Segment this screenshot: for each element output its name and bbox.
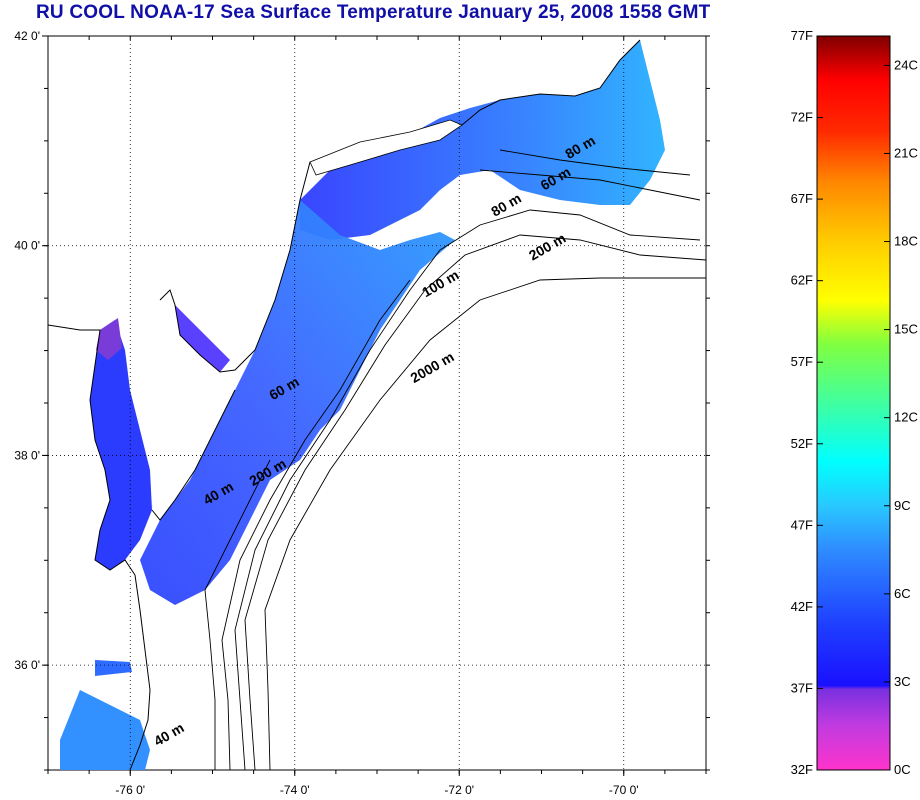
colorbar-gradient: [816, 35, 891, 771]
sst-new-england-shelf: [300, 40, 665, 240]
sst-mid-atlantic-shelf: [140, 200, 455, 605]
sst-delaware-bay: [175, 305, 230, 372]
axis-ticks: -76 0' -74 0' -72 0' -70 0' 42 0' 40 0' 38 0' 3…: [14, 29, 710, 797]
cb-f-label: 42F: [791, 599, 813, 614]
sst-water-layer: [60, 40, 665, 770]
cb-c-label: 9C: [894, 498, 911, 513]
cb-c-label: 21C: [894, 145, 918, 160]
cb-c-label: 15C: [894, 322, 918, 337]
cb-f-label: 47F: [791, 517, 813, 532]
lat-tick-label: 36 0': [14, 658, 40, 672]
cb-c-label: 24C: [894, 57, 918, 72]
contour-60m: [221, 279, 411, 771]
contour-100m: [234, 209, 701, 771]
bathymetry-contours: [204, 149, 707, 771]
coastline: [47, 39, 641, 771]
contour-2000m: [264, 277, 706, 771]
cb-c-label: 12C: [894, 410, 918, 425]
cb-f-label: 37F: [791, 680, 813, 695]
sst-pamlico-sound: [60, 690, 150, 770]
cb-f-label: 57F: [791, 354, 813, 369]
cb-f-label: 67F: [791, 191, 813, 206]
long-island: [309, 119, 463, 176]
cb-f-label: 52F: [791, 436, 813, 451]
map-title: RU COOL NOAA-17 Sea Surface Temperature …: [36, 2, 711, 23]
temperature-colorbar: 77F 72F 67F 62F 57F 52F 47F 42F 37F 32F 24C 21C 18C…: [791, 28, 918, 777]
colorbar-celsius-labels: 24C 21C 18C 15C 12C 9C 6C 3C 0C: [884, 57, 918, 777]
cb-c-label: 6C: [894, 586, 911, 601]
contour-80m-ne: [479, 169, 701, 201]
contour-40m: [204, 459, 271, 770]
sst-map: -76 0' -74 0' -72 0' -70 0' 42 0' 40 0' 38 0' 3…: [14, 29, 710, 797]
lon-tick-label: -72 0': [444, 783, 474, 797]
contour-200m: [244, 234, 707, 771]
cb-f-label: 72F: [791, 110, 813, 125]
sst-chesapeake-bay: [90, 320, 152, 570]
lat-tick-label: 42 0': [14, 29, 40, 43]
lat-tick-label: 38 0': [14, 448, 40, 462]
lat-tick-label: 40 0': [14, 239, 40, 253]
lon-tick-label: -70 0': [609, 783, 639, 797]
colorbar-fahrenheit-labels: 77F 72F 67F 62F 57F 52F 47F 42F 37F 32F: [791, 28, 823, 777]
lon-tick-label: -76 0': [115, 783, 145, 797]
sst-albemarle-sound: [95, 660, 132, 676]
cb-c-label: 3C: [894, 674, 911, 689]
contour-60m-ne: [499, 149, 691, 176]
cb-c-label: 0C: [894, 762, 911, 777]
cb-f-label: 77F: [791, 28, 813, 43]
cb-f-label: 62F: [791, 273, 813, 288]
sst-chesapeake-upper: [96, 318, 122, 360]
cb-c-label: 18C: [894, 234, 918, 249]
lon-tick-label: -74 0': [280, 783, 310, 797]
cb-f-label: 32F: [791, 762, 813, 777]
